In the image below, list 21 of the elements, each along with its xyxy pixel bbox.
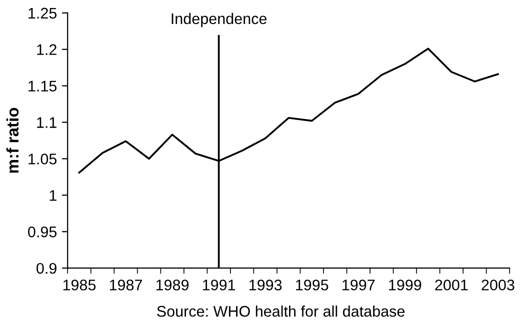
y-tick-label: 1.25 — [28, 8, 57, 19]
x-tick-label: 2003 — [482, 280, 514, 290]
y-tick-label: 1.2 — [37, 44, 56, 55]
x-tick-label: 1989 — [156, 280, 189, 290]
source-note: Source: WHO health for all database — [157, 306, 405, 317]
x-tick-label: 2001 — [435, 280, 468, 290]
x-tick-label: 1993 — [250, 280, 282, 290]
y-tick-label: 1.1 — [37, 117, 56, 128]
y-tick-label: 1 — [50, 190, 56, 201]
x-tick-label: 1985 — [63, 280, 96, 290]
x-tick-label: 1997 — [342, 280, 375, 290]
y-tick-label: 0.95 — [28, 226, 57, 238]
x-tick-label: 1991 — [202, 280, 236, 290]
x-tick-label: 1987 — [110, 280, 142, 290]
ref-line-label: Independence — [172, 12, 267, 28]
y-tick-label: 0.9 — [36, 262, 56, 274]
y-tick-label: 1.05 — [28, 154, 57, 164]
y-tick-label: 1.15 — [28, 80, 57, 92]
x-tick-label: 1999 — [389, 280, 422, 290]
y-axis-title: m:f ratio — [6, 108, 19, 173]
x-tick-label: 1995 — [296, 280, 328, 290]
